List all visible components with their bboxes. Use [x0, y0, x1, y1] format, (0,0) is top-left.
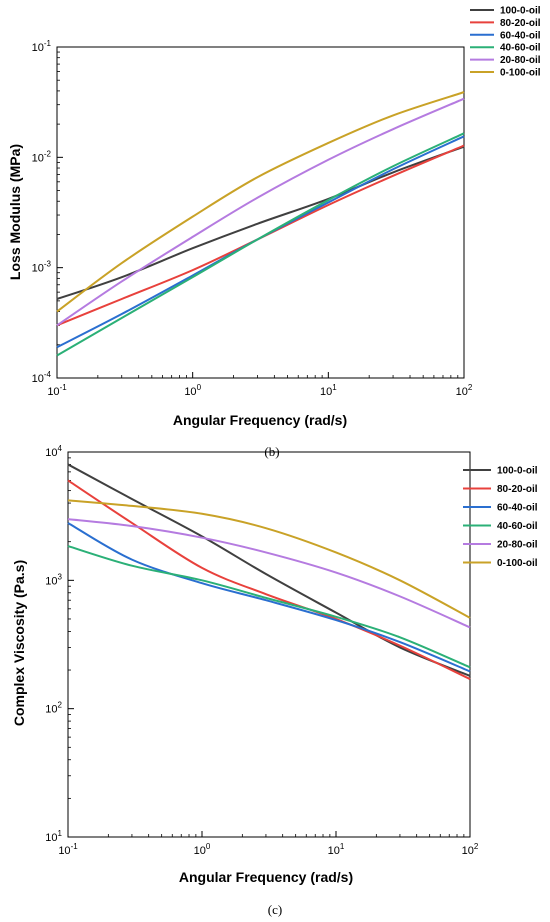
x-tick-exponent: -1	[60, 383, 68, 392]
series-line-20-80-oil	[56, 97, 465, 327]
legend-label: 20-80-oil	[497, 540, 538, 551]
x-tick-label: 102	[456, 383, 473, 398]
x-tick-base: 10	[184, 386, 196, 398]
legend-label: 60-40-oil	[500, 30, 541, 41]
y-tick-label: 10-2	[32, 149, 52, 164]
legend-label: 0-100-oil	[497, 558, 538, 569]
x-tick-label: 10-1	[47, 383, 67, 398]
legend-label: 80-20-oil	[497, 484, 538, 495]
series-line-80-20-oil	[67, 479, 471, 680]
x-tick-label: 10-1	[58, 842, 78, 857]
x-tick-base: 10	[462, 845, 474, 857]
y-axis-title-b: Loss Modulus (MPa)	[7, 144, 23, 280]
x-tick-exponent: 2	[474, 842, 479, 851]
legend-label: 0-100-oil	[500, 68, 541, 79]
x-tick-base: 10	[328, 845, 340, 857]
series-line-40-60-oil	[67, 545, 471, 669]
series-line-0-100-oil	[56, 91, 465, 313]
x-tick-exponent: 2	[468, 383, 473, 392]
series-line-100-0-oil	[67, 463, 471, 677]
x-tick-exponent: 0	[206, 842, 211, 851]
y-tick-label: 10-3	[32, 260, 52, 275]
legend-label: 20-80-oil	[500, 55, 541, 66]
x-axis-title-b: Angular Frequency (rad/s)	[173, 412, 347, 428]
x-tick-base: 10	[456, 386, 468, 398]
plot-frame-b	[56, 46, 465, 379]
y-tick-base: 10	[32, 42, 44, 54]
y-tick-base: 10	[32, 263, 44, 275]
series-line-80-20-oil	[56, 144, 465, 327]
x-tick-exponent: -1	[71, 842, 79, 851]
x-tick-label: 101	[328, 842, 345, 857]
legend-label: 40-60-oil	[497, 521, 538, 532]
x-axis-title-c: Angular Frequency (rad/s)	[179, 869, 353, 885]
series-group-c	[67, 463, 471, 680]
y-tick-base: 10	[32, 373, 44, 385]
x-tick-label: 102	[462, 842, 479, 857]
y-tick-exponent: -4	[44, 370, 52, 379]
legend-c: 100-0-oil 80-20-oil 60-40-oil 40-60-oil 20-8…	[463, 466, 538, 569]
y-tick-base: 10	[45, 832, 57, 844]
legend-label: 60-40-oil	[497, 503, 538, 514]
y-tick-base: 10	[32, 152, 44, 164]
x-tick-base: 10	[320, 386, 332, 398]
legend-label: 100-0-oil	[500, 6, 541, 17]
series-line-40-60-oil	[56, 132, 465, 357]
x-tick-label: 100	[194, 842, 211, 857]
y-tick-label: 10-4	[32, 370, 52, 385]
y-tick-base: 10	[45, 704, 57, 716]
y-tick-exponent: 3	[58, 572, 63, 581]
legend-label: 40-60-oil	[500, 43, 541, 54]
y-tick-label: 10-1	[32, 39, 52, 54]
y-tick-label: 103	[45, 572, 62, 587]
y-tick-label: 104	[45, 444, 62, 459]
y-tick-exponent: -2	[44, 149, 52, 158]
x-tick-label: 101	[320, 383, 337, 398]
x-tick-base: 10	[58, 845, 70, 857]
y-tick-exponent: -1	[44, 39, 52, 48]
x-tick-base: 10	[194, 845, 206, 857]
series-line-20-80-oil	[67, 518, 471, 629]
y-tick-exponent: -3	[44, 260, 52, 269]
y-axis-title-c: Complex Viscosity (Pa.s)	[11, 560, 27, 726]
x-tick-exponent: 1	[340, 842, 345, 851]
x-tick-label: 100	[184, 383, 201, 398]
x-tick-exponent: 0	[197, 383, 202, 392]
y-tick-base: 10	[45, 447, 57, 459]
y-tick-exponent: 1	[58, 829, 63, 838]
y-tick-base: 10	[45, 575, 57, 587]
series-line-60-40-oil	[67, 522, 471, 673]
y-tick-label: 102	[45, 701, 62, 716]
y-tick-exponent: 2	[58, 701, 63, 710]
series-line-100-0-oil	[56, 145, 465, 300]
legend-label: 80-20-oil	[500, 18, 541, 29]
series-line-0-100-oil	[67, 499, 471, 619]
y-tick-label: 101	[45, 829, 62, 844]
x-tick-exponent: 1	[332, 383, 337, 392]
series-group-b	[56, 91, 465, 357]
panel-caption-c: (c)	[268, 902, 282, 917]
x-tick-base: 10	[47, 386, 59, 398]
y-tick-exponent: 4	[58, 444, 63, 453]
plot-frame-c	[67, 451, 471, 838]
legend-label: 100-0-oil	[497, 466, 538, 477]
